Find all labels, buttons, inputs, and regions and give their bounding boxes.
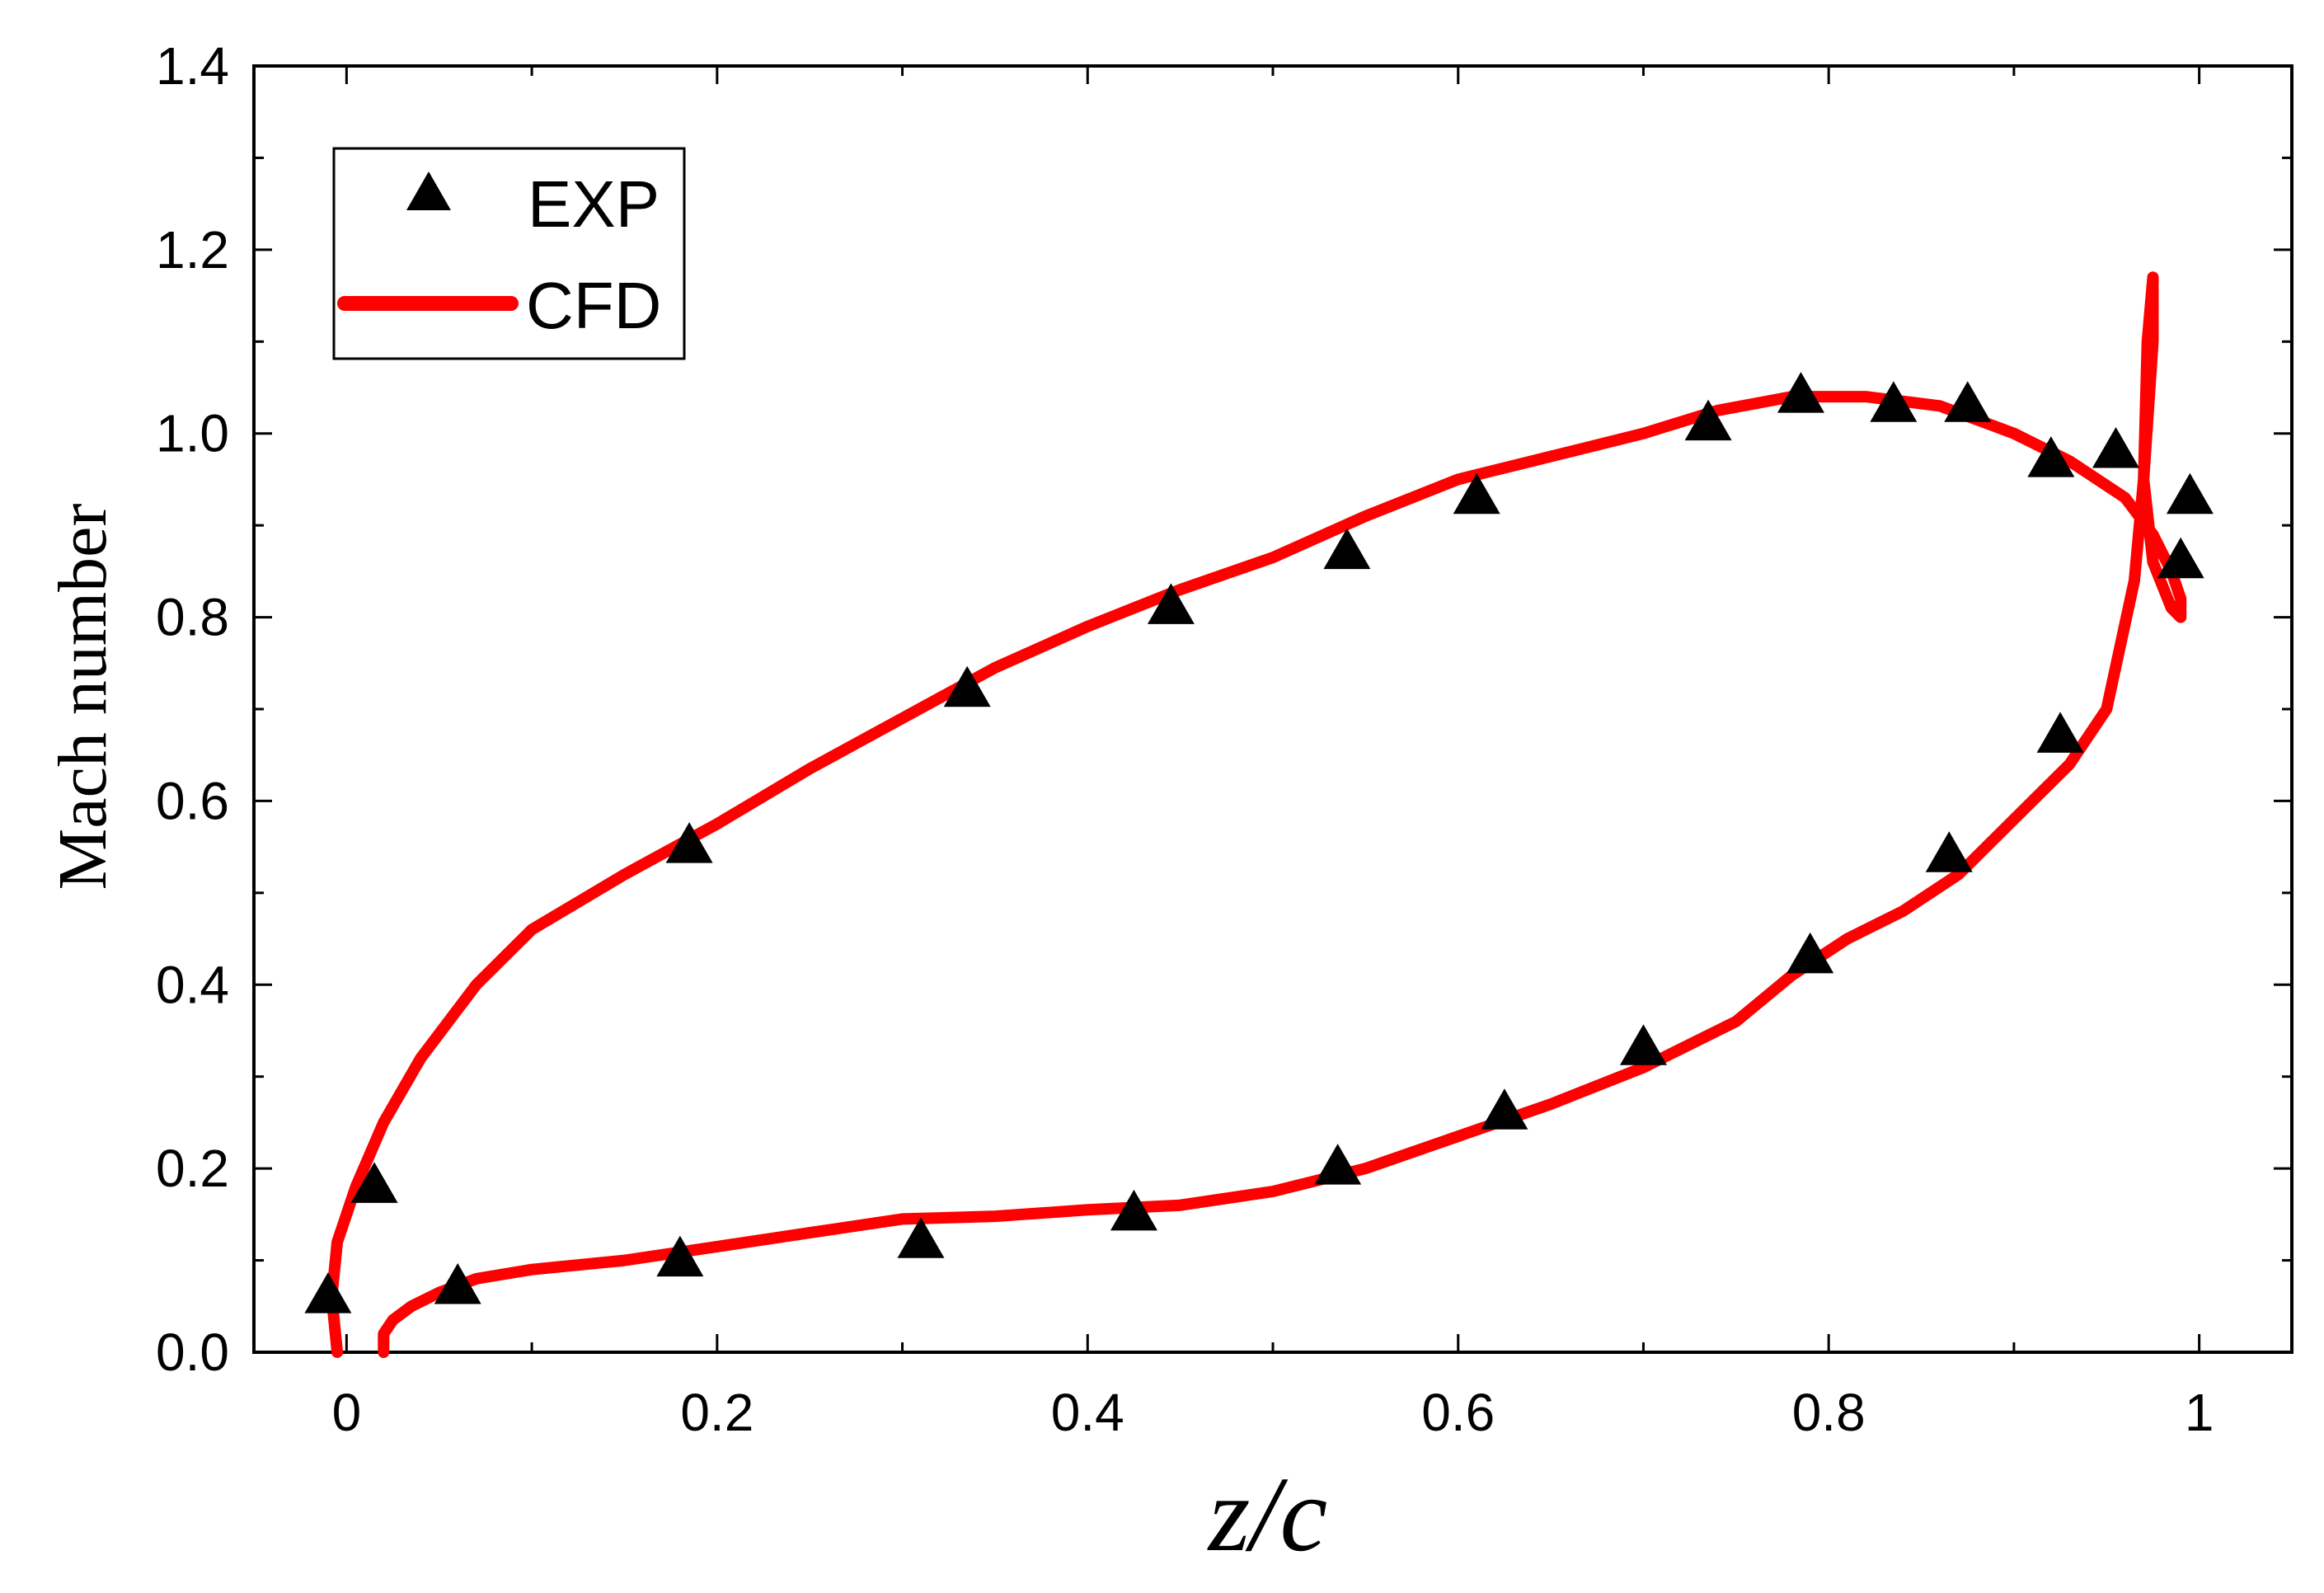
exp-point: [897, 1217, 945, 1258]
exp-point: [2092, 427, 2140, 468]
exp-point: [434, 1263, 481, 1304]
exp-point: [943, 665, 991, 707]
exp-point: [2166, 472, 2214, 515]
legend-exp-label: EXP: [528, 167, 660, 241]
exp-point: [1314, 1144, 1362, 1185]
exp-point: [656, 1235, 704, 1277]
exp-point: [1777, 372, 1824, 413]
exp-point: [1147, 583, 1195, 624]
exp-point: [2027, 436, 2075, 477]
x-axis: 0 0.2 0.4 0.6 0.8 1: [332, 66, 2214, 1442]
cfd-line: [326, 271, 2187, 1358]
y-tick-label: 0.8: [156, 588, 229, 647]
exp-point: [1944, 381, 1992, 422]
y-tick-label: 1.2: [156, 220, 229, 280]
exp-point: [304, 1272, 352, 1313]
series-layer: [304, 271, 2214, 1358]
exp-point: [1925, 831, 1973, 872]
exp-point: [1110, 1189, 1157, 1231]
exp-point: [1870, 381, 1918, 422]
exp-point: [2157, 537, 2204, 579]
x-tick-label: 0.6: [1421, 1383, 1495, 1442]
exp-point: [665, 822, 713, 863]
legend: EXP CFD: [332, 147, 686, 360]
exp-point: [1481, 1088, 1528, 1130]
legend-box: [332, 147, 686, 360]
x-tick-label: 0.8: [1792, 1383, 1866, 1442]
y-tick-label: 0.4: [156, 955, 229, 1014]
y-tick-label: 1.0: [156, 404, 229, 463]
legend-cfd-label: CFD: [526, 269, 661, 342]
x-tick-label: 0.4: [1051, 1383, 1124, 1442]
exp-point: [1323, 528, 1371, 570]
x-tick-label: 0.2: [680, 1383, 754, 1442]
x-tick-label: 1: [2185, 1383, 2214, 1442]
x-axis-title: z/c: [1207, 1455, 1327, 1574]
exp-point: [1619, 1024, 1667, 1065]
y-tick-label: 0.0: [156, 1323, 229, 1382]
y-tick-label: 1.4: [156, 36, 229, 96]
x-tick-label: 0: [332, 1383, 362, 1442]
exp-point: [1786, 932, 1834, 974]
exp-point: [2036, 712, 2084, 753]
exp-point: [1684, 399, 1732, 441]
y-tick-label: 0.2: [156, 1139, 229, 1198]
y-axis-title: Mach number: [45, 504, 121, 890]
exp-point: [1453, 472, 1500, 515]
y-tick-label: 0.6: [156, 771, 229, 830]
legend-exp-marker: [406, 172, 451, 210]
exp-point: [350, 1162, 398, 1203]
y-axis: 0.0 0.2 0.4 0.6 0.8 1.0 1.2 1.4: [156, 36, 2292, 1382]
